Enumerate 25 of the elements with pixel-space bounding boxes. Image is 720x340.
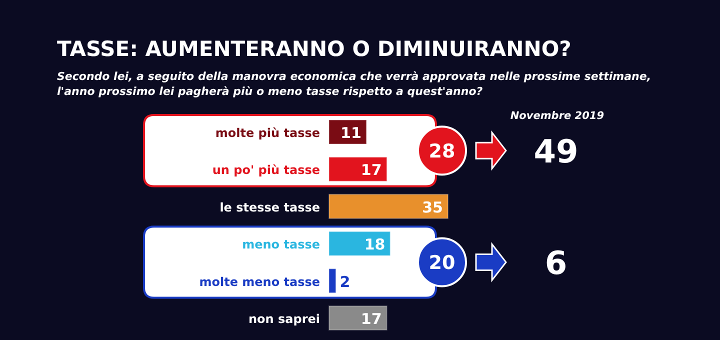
- bar: [328, 156, 388, 182]
- y-tick-label: le stesse tasse: [220, 200, 320, 214]
- bar: [328, 120, 367, 144]
- y-tick-label: meno tasse: [242, 238, 320, 252]
- bar: [328, 231, 391, 256]
- bar: [328, 194, 448, 219]
- text: 6: [544, 244, 568, 282]
- data-label: 11: [340, 124, 362, 142]
- data-label: 17: [360, 161, 382, 180]
- text: Novembre 2019: [510, 110, 604, 122]
- data-label: 17: [360, 310, 382, 328]
- bar: [328, 268, 336, 294]
- bar: [328, 306, 388, 330]
- annotation: 20: [428, 252, 456, 274]
- data-label: 18: [364, 236, 386, 254]
- chart-title: TASSE: AUMENTERANNO O DIMINUIRANNO?: [57, 37, 572, 61]
- data-label: 35: [422, 198, 443, 216]
- text: 49: [534, 132, 578, 171]
- y-tick-label: non saprei: [248, 312, 320, 326]
- y-tick-label: molte meno tasse: [199, 274, 320, 289]
- y-tick-label: molte più tasse: [215, 126, 320, 140]
- annotation: 28: [428, 140, 456, 163]
- chart-subtitle: Secondo lei, a seguito della manovra economica che verrà approvata nelle prossime settimane, l'anno prossimo lei pagherà più o meno tasse rispetto a quest'anno?: [57, 70, 651, 98]
- y-tick-label: un po' più tasse: [212, 163, 320, 178]
- data-label: 2: [340, 272, 350, 291]
